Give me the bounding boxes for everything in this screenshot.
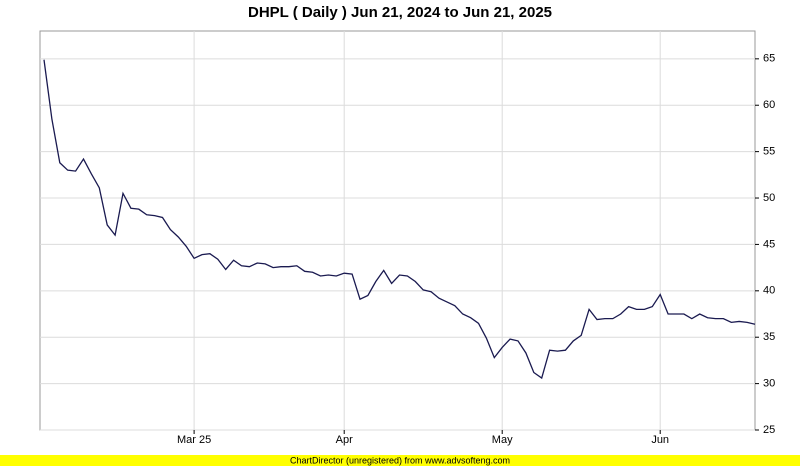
plot-area (39, 30, 756, 431)
y-tick-label: 50 (763, 192, 775, 204)
y-tick-label: 30 (763, 378, 775, 390)
price-line (43, 59, 756, 380)
x-tick-label: Jun (651, 434, 669, 446)
y-tick-label: 35 (763, 331, 775, 343)
x-tick-label: Apr (336, 434, 353, 446)
x-tick-label: Mar 25 (177, 434, 211, 446)
x-tick-label: May (492, 434, 513, 446)
y-tick-label: 65 (763, 53, 775, 65)
chart-title: DHPL ( Daily ) Jun 21, 2024 to Jun 21, 2… (248, 4, 552, 21)
y-tick-label: 55 (763, 146, 775, 158)
y-tick-label: 45 (763, 238, 775, 250)
y-tick-label: 60 (763, 99, 775, 111)
y-tick-label: 25 (763, 424, 775, 436)
footer-bar (0, 455, 800, 466)
footer: ChartDirector (unregistered) from www.ad… (290, 455, 510, 465)
y-tick-label: 40 (763, 285, 775, 297)
